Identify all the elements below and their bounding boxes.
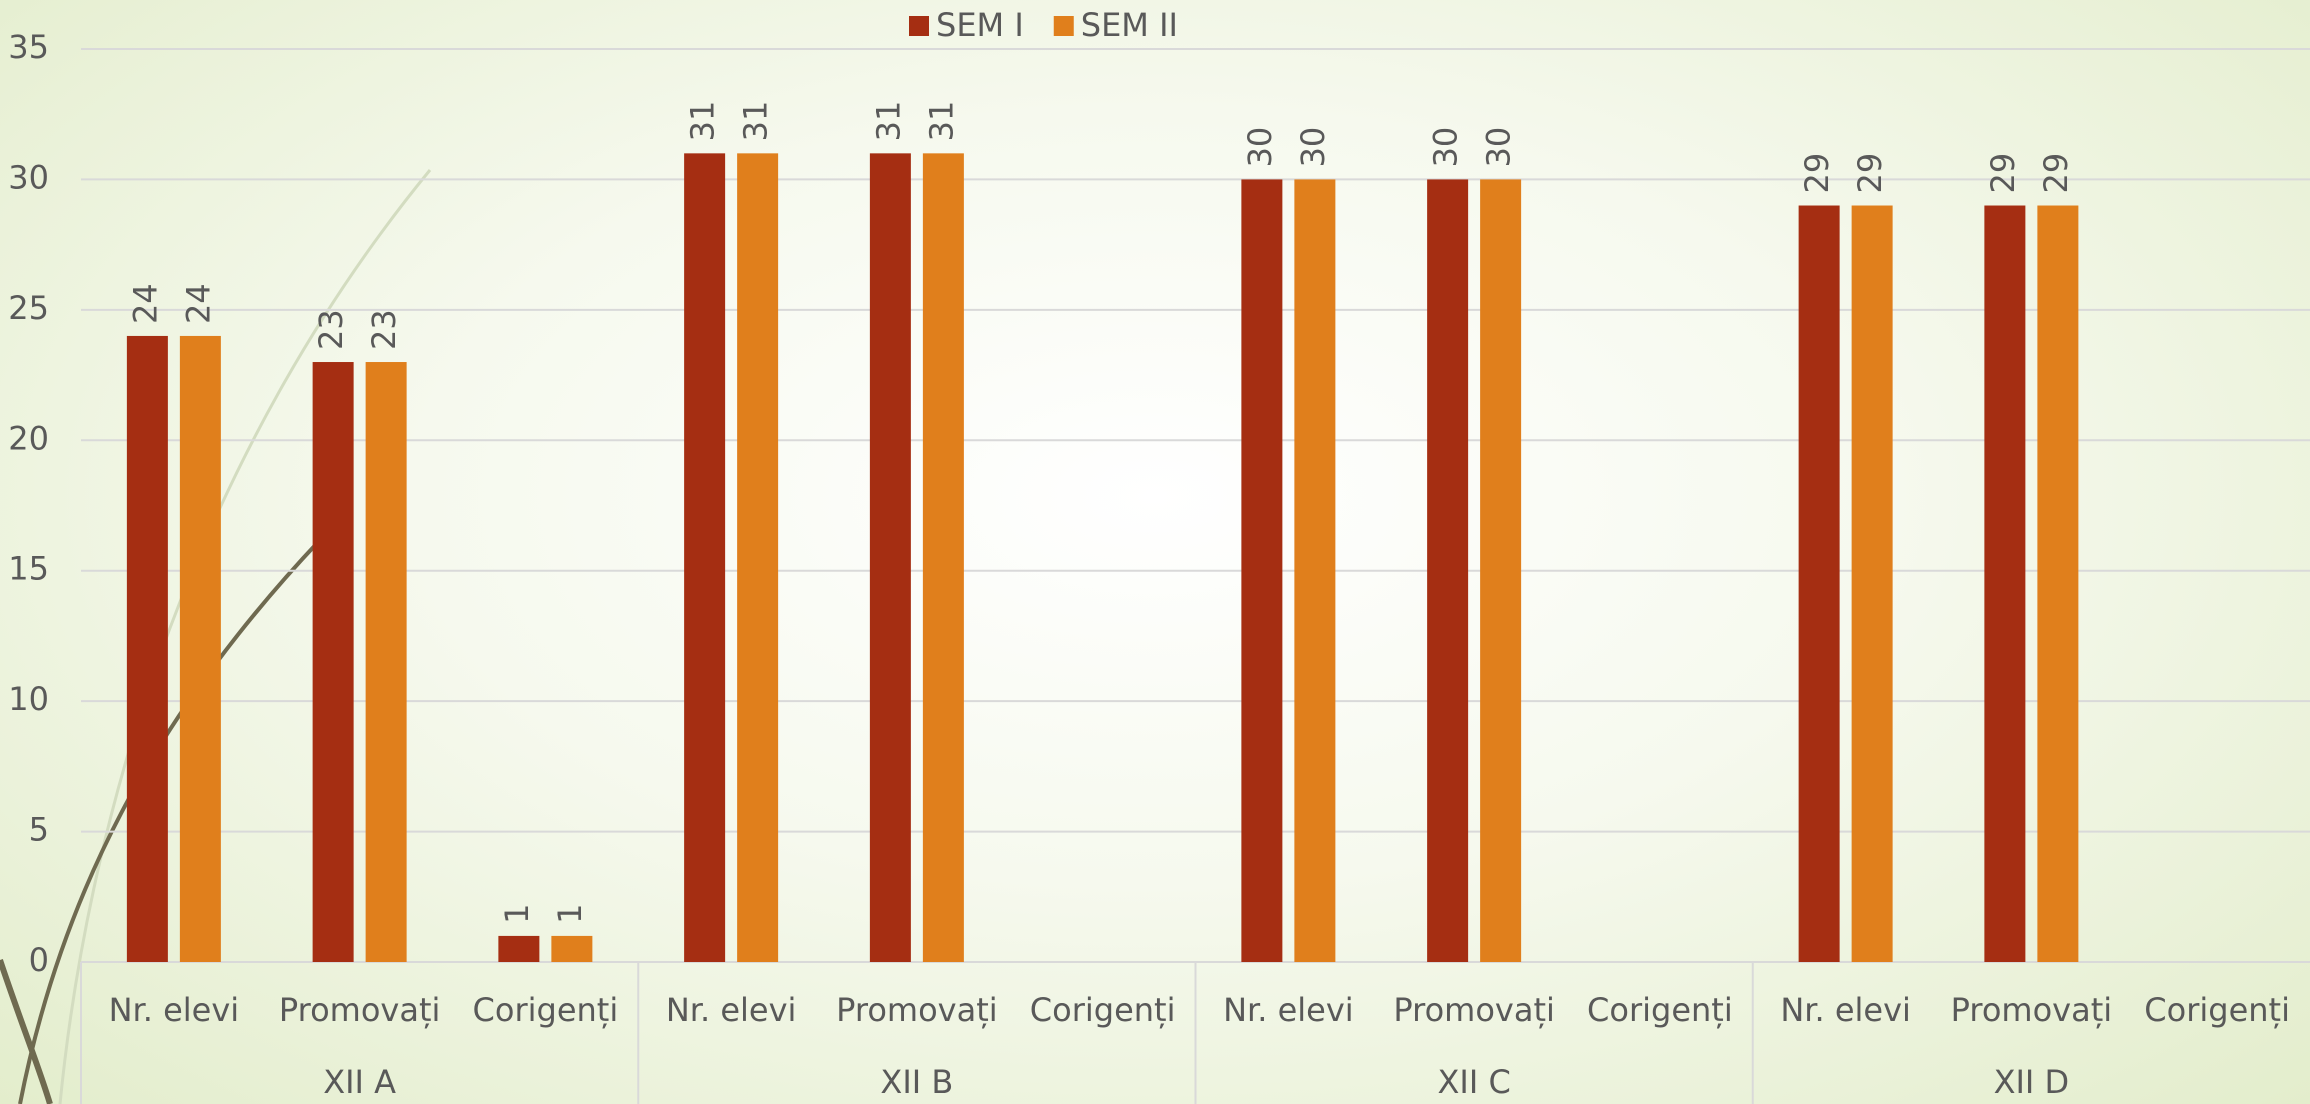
x-tick-label: Corigenți: [1030, 991, 1176, 1029]
y-tick-label: 0: [29, 941, 49, 979]
y-tick-label: 20: [8, 419, 49, 457]
bar: [126, 335, 168, 962]
value-label: 24: [126, 283, 164, 324]
value-label: 31: [869, 101, 907, 142]
x-tick-label: Promovați: [1393, 991, 1555, 1029]
group-label: XII A: [323, 1063, 396, 1101]
y-tick-label: 35: [8, 28, 49, 66]
decor-curve: [0, 959, 53, 1104]
bar: [684, 153, 726, 963]
legend-label: SEM I: [936, 6, 1024, 44]
x-tick-label: Corigenți: [1587, 991, 1733, 1029]
group-label: XII B: [880, 1063, 953, 1101]
decor-curve: [58, 169, 432, 1104]
value-label: 24: [179, 283, 217, 324]
bar: [551, 935, 593, 962]
y-tick-label: 30: [8, 158, 49, 196]
legend-swatch: [909, 16, 929, 36]
bar: [179, 335, 221, 962]
x-tick-label: Nr. elevi: [666, 991, 797, 1029]
value-label: 31: [737, 101, 775, 142]
value-label: 30: [1241, 127, 1279, 168]
bar: [365, 362, 407, 962]
x-tick-label: Promovați: [279, 991, 441, 1029]
value-label: 1: [498, 904, 536, 924]
bar: [1984, 205, 2026, 962]
bar: [1241, 179, 1283, 962]
value-label: 29: [1984, 153, 2022, 194]
decor-curve: [18, 538, 322, 1104]
value-label: 29: [1851, 153, 1889, 194]
bar: [2037, 205, 2079, 962]
x-tick-label: Nr. elevi: [109, 991, 240, 1029]
x-tick-label: Promovați: [836, 991, 998, 1029]
value-label: 29: [2037, 153, 2075, 194]
value-label: 29: [1798, 153, 1836, 194]
x-tick-label: Nr. elevi: [1780, 991, 1911, 1029]
value-label: 23: [365, 309, 403, 350]
bar: [1480, 179, 1522, 962]
legend-label: SEM II: [1081, 6, 1178, 44]
bar: [312, 362, 354, 962]
value-label: 31: [922, 101, 960, 142]
value-label: 1: [551, 904, 589, 924]
value-label: 30: [1427, 127, 1465, 168]
bar: [869, 153, 911, 963]
value-label: 31: [684, 101, 722, 142]
y-tick-label: 15: [8, 550, 49, 588]
bar: [1851, 205, 1893, 962]
bar: [737, 153, 779, 963]
bar: [922, 153, 964, 963]
bar: [498, 935, 540, 962]
bar: [1294, 179, 1336, 962]
legend-swatch: [1053, 16, 1074, 36]
y-tick-label: 25: [8, 289, 49, 327]
value-label: 23: [312, 309, 350, 350]
bar: [1427, 179, 1469, 962]
x-tick-label: Promovați: [1951, 991, 2113, 1029]
value-label: 30: [1480, 127, 1518, 168]
group-label: XII D: [1994, 1063, 2070, 1101]
x-tick-label: Nr. elevi: [1223, 991, 1354, 1029]
bar: [1798, 205, 1840, 962]
x-tick-label: Corigenți: [2144, 991, 2290, 1029]
value-label: 30: [1294, 127, 1332, 168]
y-tick-label: 10: [8, 680, 49, 718]
x-tick-label: Corigenți: [473, 991, 619, 1029]
group-label: XII C: [1437, 1063, 1510, 1101]
y-tick-label: 5: [29, 811, 49, 849]
